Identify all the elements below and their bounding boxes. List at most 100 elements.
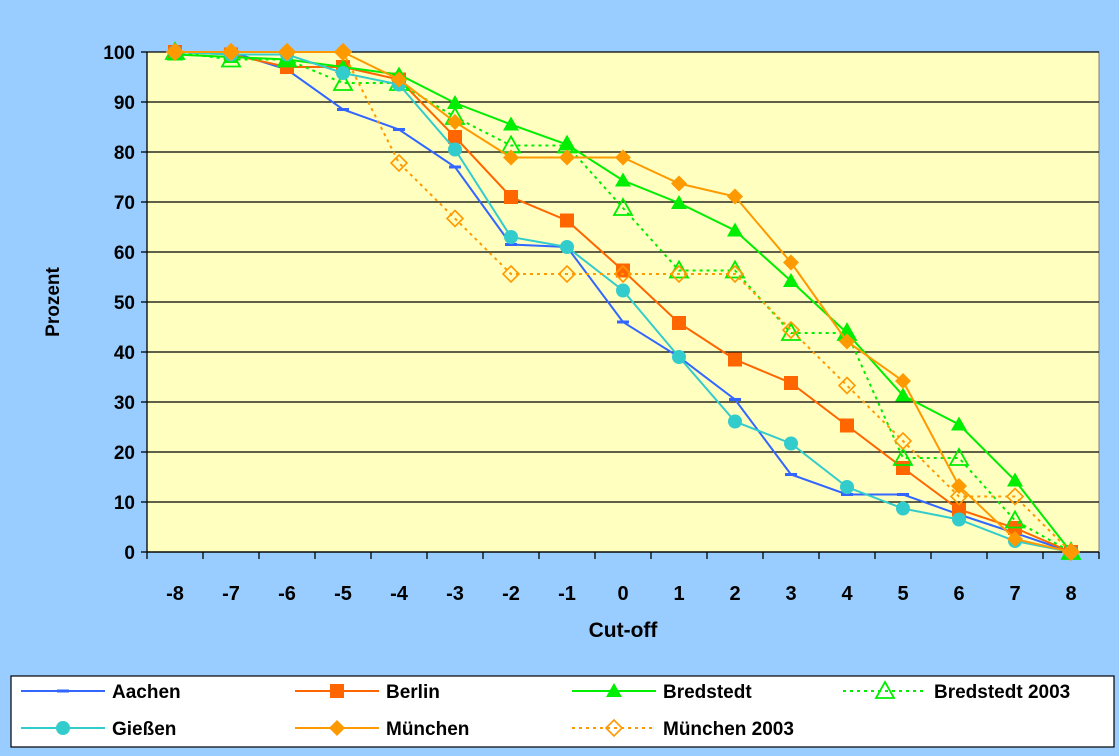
x-tick-label: 2	[729, 583, 740, 605]
legend-label: Gießen	[112, 719, 176, 740]
x-tick-label: 6	[953, 583, 964, 605]
legend: Aachen Berlin Bredstedt Bredstedt 2003 Gieße…	[21, 680, 1070, 740]
data-point-muenchen-2003	[893, 431, 913, 451]
legend-label: Berlin	[386, 682, 440, 703]
series-line-bredstedt-2003	[174, 51, 1072, 553]
series-giessen	[168, 45, 1078, 559]
legend-entry-aachen: Aachen	[21, 682, 181, 703]
x-axis-label: Cut-off	[589, 619, 659, 642]
data-point-muenchen-2003	[277, 42, 297, 62]
data-point-bredstedt	[559, 136, 575, 151]
data-point-muenchen-2003	[1061, 542, 1081, 562]
legend-entry-giessen: Gießen	[21, 719, 176, 740]
series-line-muenchen-2003	[175, 51, 1072, 553]
data-point-giessen	[560, 240, 574, 254]
data-point-muenchen	[391, 71, 407, 88]
y-tick-label: 10	[114, 493, 135, 514]
y-tick-label: 60	[114, 243, 135, 264]
data-point-bredstedt-2003	[892, 447, 914, 466]
x-tick-label: -2	[502, 583, 520, 605]
series-muenchen-2003	[165, 42, 1081, 562]
data-point-aachen	[393, 128, 405, 131]
data-point-aachen	[617, 320, 629, 324]
y-tick-label: 80	[114, 143, 135, 164]
legend-entry-bredstedt-2003: Bredstedt 2003	[843, 680, 1070, 703]
x-tick-label: -6	[278, 583, 296, 605]
legend-swatch-marker	[874, 680, 896, 699]
data-point-muenchen-2003	[501, 264, 521, 284]
data-point-muenchen-2003	[781, 320, 801, 340]
legend-entry-bredstedt: Bredstedt	[572, 682, 752, 703]
data-point-bredstedt	[783, 273, 799, 287]
legend-label: Bredstedt 2003	[934, 682, 1070, 703]
data-point-muenchen	[951, 478, 967, 494]
legend-swatch-marker	[329, 720, 345, 736]
x-tick-label: 8	[1065, 583, 1076, 605]
axes	[141, 51, 1100, 559]
data-point-muenchen-2003	[949, 487, 969, 506]
data-point-bredstedt	[951, 416, 967, 431]
legend-entry-berlin: Berlin	[295, 682, 440, 703]
legend-swatch-marker	[330, 684, 344, 698]
data-point-berlin	[784, 376, 798, 390]
y-tick-label: 70	[114, 193, 135, 214]
legend-swatch-marker	[56, 721, 70, 735]
y-tick-label: 20	[114, 443, 135, 464]
data-point-berlin	[560, 213, 574, 228]
x-tick-label: 5	[897, 583, 908, 605]
data-point-muenchen-2003	[837, 376, 857, 395]
data-point-bredstedt	[1007, 472, 1023, 487]
data-point-muenchen	[671, 175, 687, 192]
data-point-giessen	[504, 230, 518, 244]
data-point-berlin	[840, 418, 854, 433]
x-tick-label: -7	[222, 583, 240, 605]
data-point-muenchen	[839, 333, 855, 350]
y-axis-label: Prozent	[43, 266, 64, 336]
data-point-giessen	[840, 480, 854, 494]
x-tick-labels: -8 -7 -6 -5 -4 -3 -2 -1 0 1 2 3 4 5 6 7 8	[166, 583, 1076, 605]
x-tick-label: -1	[558, 583, 576, 605]
data-point-berlin	[896, 461, 910, 475]
data-point-giessen	[336, 66, 350, 80]
legend-entry-muenchen-2003: München 2003	[572, 718, 794, 740]
data-point-bredstedt	[895, 387, 911, 402]
data-point-muenchen-2003	[1005, 487, 1025, 506]
data-point-bredstedt	[503, 116, 519, 131]
series-layer	[164, 41, 1082, 562]
data-point-muenchen	[895, 373, 911, 389]
data-point-giessen	[896, 501, 910, 516]
data-point-giessen	[616, 283, 630, 298]
x-tick-label: -5	[334, 583, 352, 605]
x-tick-label: -8	[166, 583, 184, 605]
data-point-berlin	[672, 316, 686, 330]
data-point-muenchen	[727, 188, 743, 205]
data-point-bredstedt-2003	[612, 197, 634, 216]
data-point-muenchen	[1007, 531, 1023, 547]
data-point-bredstedt	[447, 95, 463, 109]
legend-swatch-marker	[604, 718, 624, 738]
legend-label: München	[386, 719, 469, 740]
data-point-bredstedt-2003	[332, 72, 354, 91]
data-point-muenchen-2003	[165, 42, 185, 62]
data-point-aachen	[785, 473, 797, 476]
y-tick-label: 40	[114, 343, 135, 364]
data-point-giessen	[952, 512, 966, 527]
data-point-berlin	[504, 190, 518, 204]
data-point-bredstedt	[671, 195, 687, 209]
data-point-muenchen-2003	[613, 264, 633, 284]
x-tick-label: 3	[785, 583, 796, 605]
data-point-bredstedt	[615, 172, 631, 187]
data-point-aachen	[337, 108, 349, 111]
legend-label: München 2003	[663, 719, 794, 740]
data-point-berlin	[728, 352, 742, 367]
data-point-bredstedt-2003	[1004, 509, 1026, 529]
y-tick-label: 100	[103, 43, 135, 64]
x-tick-label: 4	[841, 583, 853, 605]
data-point-berlin	[448, 130, 462, 144]
data-point-muenchen-2003	[389, 153, 409, 173]
data-point-muenchen-2003	[333, 42, 353, 62]
data-point-muenchen-2003	[557, 264, 577, 284]
y-tick-label: 30	[114, 393, 135, 414]
data-point-berlin	[616, 263, 630, 278]
data-point-muenchen-2003	[669, 264, 689, 284]
